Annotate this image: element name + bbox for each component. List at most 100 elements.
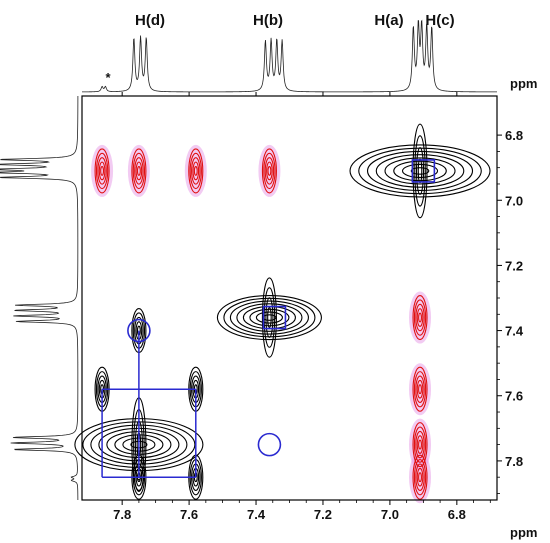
square-marker xyxy=(262,305,287,330)
contour-ring xyxy=(136,165,141,176)
noesy-cross-peak xyxy=(412,454,428,500)
contour-ring xyxy=(265,297,274,338)
contour-ring xyxy=(188,148,204,194)
contour-ring xyxy=(413,299,427,336)
contour-ring xyxy=(415,375,425,403)
contour-ring xyxy=(401,163,439,178)
contour-ring xyxy=(415,146,425,195)
diagonal-peak xyxy=(349,123,491,219)
y-tick-label: 7.2 xyxy=(505,258,523,273)
contour-ring xyxy=(358,147,482,195)
x-tick-label: 7.8 xyxy=(113,507,131,522)
contour-ring xyxy=(95,152,109,190)
contour-ring xyxy=(412,422,428,468)
x-tick-label: 7.2 xyxy=(314,507,332,522)
contour-ring xyxy=(418,439,422,450)
noesy-halo xyxy=(409,451,432,504)
contour-ring xyxy=(413,459,427,496)
contour-ring xyxy=(261,148,277,194)
contour-ring xyxy=(415,303,425,332)
x-tick-label: 7.0 xyxy=(381,507,399,522)
peak-label-h-a: H(a) xyxy=(374,12,403,29)
contour-ring xyxy=(349,144,491,198)
contour-ring xyxy=(413,426,427,463)
contour-ring xyxy=(236,303,303,332)
contour-ring xyxy=(417,158,423,184)
contour-ring xyxy=(192,161,200,181)
noesy-cross-peak xyxy=(188,148,204,194)
contour-ring xyxy=(415,430,425,459)
contour-ring xyxy=(134,157,144,185)
contour-ring xyxy=(97,157,107,185)
contour-ring xyxy=(414,135,426,207)
impurity-marker: * xyxy=(105,70,111,85)
contour-ring xyxy=(266,161,273,181)
contour-ring xyxy=(413,371,427,408)
circle-marker xyxy=(127,318,151,343)
x-tick-label: 6.8 xyxy=(448,507,466,522)
top-axis-unit: ppm xyxy=(510,76,537,91)
noesy-halo xyxy=(127,144,150,197)
square-marker xyxy=(411,159,436,183)
y-tick-label: 7.4 xyxy=(505,324,524,339)
contour-ring xyxy=(264,157,275,185)
contour-ring xyxy=(135,161,143,181)
top-1d-spectrum xyxy=(82,19,497,93)
contour-ring xyxy=(193,165,198,176)
contour-ring xyxy=(191,157,201,185)
contour-ring xyxy=(94,148,110,194)
contour-ring xyxy=(262,314,277,321)
contour-ring xyxy=(98,161,106,181)
contour-ring xyxy=(229,300,309,335)
left-1d-spectrum xyxy=(0,96,79,500)
noesy-halo xyxy=(409,363,432,416)
contour-ring xyxy=(418,384,422,395)
contour-ring xyxy=(249,308,290,327)
noesy-cross-peak xyxy=(412,422,428,468)
y-tick-label: 7.0 xyxy=(505,193,523,208)
noesy-halo xyxy=(258,144,281,197)
contour-ring xyxy=(410,167,430,175)
contour-ring xyxy=(131,148,147,194)
contour-ring xyxy=(366,150,474,191)
contour-ring xyxy=(267,165,272,176)
contour-ring xyxy=(418,312,422,323)
diagonal-peak xyxy=(216,277,322,358)
peak-label-h-b: H(b) xyxy=(253,12,283,29)
noesy-cross-peak xyxy=(412,366,428,412)
spectrum-1d-layer xyxy=(0,19,497,500)
x-axis-unit: ppm xyxy=(510,525,537,540)
contour-ring xyxy=(255,311,283,324)
contour-ring xyxy=(412,454,428,500)
contour-ring xyxy=(189,152,202,190)
contour-ring xyxy=(418,472,422,483)
contour-ring xyxy=(416,308,424,327)
contour-ring xyxy=(415,463,425,491)
x-tick-label: 7.6 xyxy=(180,507,198,522)
contour-ring xyxy=(100,165,105,176)
noesy-cross-peak xyxy=(94,148,110,194)
contour-ring xyxy=(412,366,428,412)
noesy-cross-peak xyxy=(131,148,147,194)
peak-label-h-d: H(d) xyxy=(135,12,165,29)
contour-ring xyxy=(216,294,322,341)
noesy-halo xyxy=(409,291,432,344)
contour-ring xyxy=(261,277,277,358)
peak-label-h-c: H(c) xyxy=(425,12,454,29)
contour-ring xyxy=(375,154,465,188)
y-tick-label: 7.8 xyxy=(505,454,523,469)
noesy-cross-peak xyxy=(412,294,428,341)
contour-ring xyxy=(393,160,447,182)
y-tick-label: 7.6 xyxy=(505,389,523,404)
contour-ring xyxy=(267,307,272,328)
noesy-halo xyxy=(91,144,114,197)
contour-ring xyxy=(132,152,146,190)
marker-layer xyxy=(101,159,436,478)
noesy-halo xyxy=(184,144,207,197)
axes-layer: 7.8 7.6 7.4 7.2 7.0 6.8 6.8 7.0 7.2 7.4 7.6 7.8 xyxy=(113,92,524,522)
x-tick-label: 7.4 xyxy=(247,507,266,522)
contour-ring xyxy=(416,379,424,399)
circle-marker xyxy=(257,432,282,457)
noesy-cross-peak xyxy=(261,148,277,194)
